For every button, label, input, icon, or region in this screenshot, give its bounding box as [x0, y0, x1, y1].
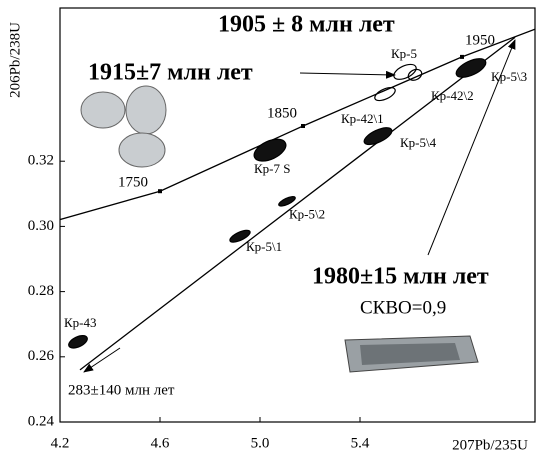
concordia-line	[0, 20, 551, 241]
x-tick-label: 4.2	[51, 435, 70, 451]
y-tick-label: 0.24	[28, 413, 55, 429]
arrow	[300, 73, 395, 75]
data-ellipse	[392, 61, 419, 82]
crystal-photo	[345, 336, 478, 372]
age-label: 1950	[465, 32, 495, 48]
age-mark	[158, 189, 162, 193]
data-ellipse	[67, 333, 89, 351]
chart: 1905 ± 8 млн лет 1915±7 млн лет 1980±15 …	[0, 0, 551, 464]
x-axis-label: 207Pb/235U	[452, 437, 528, 453]
y-tick-label: 0.32	[28, 153, 54, 169]
y-axis-label: 206Pb/238U	[7, 22, 23, 98]
y-tick-label: 0.26	[28, 348, 55, 364]
point-label: Кр-42\1	[341, 111, 384, 126]
age-label: 1850	[267, 105, 297, 121]
point-label: Кр-7 S	[254, 161, 290, 176]
point-label: Кр-5	[391, 46, 417, 61]
point-label: Кр-43	[64, 315, 97, 330]
age-label: 1750	[118, 175, 148, 191]
annotation: 1905 ± 8 млн лет	[218, 12, 395, 38]
annotation: 1915±7 млн лет	[88, 60, 253, 86]
x-tick-label: 5.4	[351, 435, 370, 451]
point-label: Кр-5\4	[400, 135, 437, 150]
annotation: СКВО=0,9	[360, 297, 446, 318]
x-tick-label: 4.6	[151, 435, 170, 451]
annotation: 1980±15 млн лет	[312, 264, 489, 290]
point-label: Кр-5\1	[246, 239, 282, 254]
x-tick-label: 5.0	[251, 435, 270, 451]
point-label: Кр-42\2	[431, 88, 474, 103]
annotation: 283±140 млн лет	[68, 382, 175, 398]
point-label: Кр-5\2	[289, 206, 325, 221]
grain-photo	[81, 86, 166, 167]
age-mark	[301, 124, 305, 128]
y-tick-label: 0.30	[28, 218, 54, 234]
point-label: Кр-5\3	[491, 69, 527, 84]
y-tick-label: 0.28	[28, 283, 54, 299]
arrow	[84, 348, 120, 372]
data-ellipse	[362, 124, 394, 148]
data-ellipse	[373, 85, 397, 103]
age-mark	[460, 55, 464, 59]
